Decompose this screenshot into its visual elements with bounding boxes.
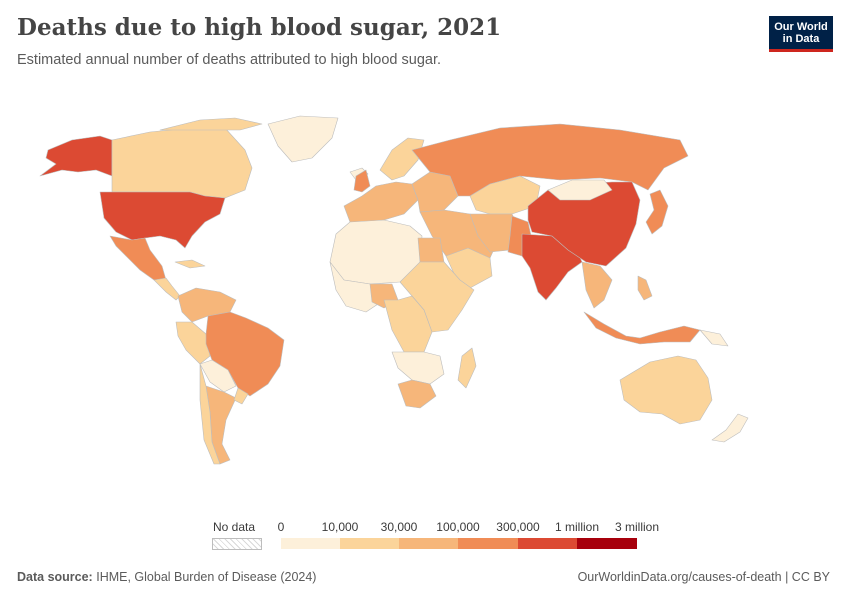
map-legend: No data 0 10,000 30,000 100,000 300,000 …: [210, 520, 670, 556]
logo-line-1: Our World: [774, 21, 828, 33]
legend-bin-0[interactable]: [281, 538, 340, 549]
region-east-africa[interactable]: [399, 261, 475, 333]
legend-tick-5: 1 million: [554, 520, 600, 534]
region-indonesia[interactable]: [583, 311, 701, 345]
region-united-kingdom[interactable]: [353, 169, 371, 193]
region-canada[interactable]: [111, 127, 253, 199]
region-alaska[interactable]: [39, 135, 113, 177]
region-png[interactable]: [699, 329, 729, 347]
legend-tick-2: 30,000: [380, 520, 418, 534]
legend-tick-1: 10,000: [321, 520, 359, 534]
region-caribbean[interactable]: [174, 259, 206, 269]
region-egypt[interactable]: [417, 237, 445, 263]
legend-tick-4: 300,000: [496, 520, 540, 534]
region-philippines[interactable]: [637, 275, 653, 301]
data-source-text: IHME, Global Burden of Disease (2024): [96, 570, 317, 584]
legend-bin-3[interactable]: [458, 538, 518, 549]
region-japan[interactable]: [645, 189, 669, 235]
owid-logo[interactable]: Our World in Data: [769, 16, 833, 52]
legend-tick-3: 100,000: [436, 520, 480, 534]
region-south-africa[interactable]: [397, 379, 437, 409]
region-russia[interactable]: [411, 123, 689, 197]
chart-subtitle: Estimated annual number of deaths attrib…: [17, 52, 442, 68]
region-central-america[interactable]: [153, 277, 181, 301]
legend-bin-1[interactable]: [340, 538, 399, 549]
region-peru[interactable]: [175, 321, 211, 365]
logo-line-2: in Data: [782, 33, 820, 45]
region-scandinavia[interactable]: [379, 137, 425, 181]
region-canada-islands[interactable]: [159, 117, 263, 131]
region-greenland[interactable]: [267, 115, 339, 163]
region-southern-africa[interactable]: [391, 351, 445, 385]
region-brazil[interactable]: [205, 311, 285, 397]
region-southeast-asia[interactable]: [581, 261, 613, 309]
region-chile[interactable]: [199, 363, 221, 465]
legend-no-data-swatch[interactable]: [212, 538, 262, 550]
region-central-africa[interactable]: [383, 295, 433, 353]
world-map[interactable]: [0, 100, 850, 515]
region-madagascar[interactable]: [457, 347, 477, 389]
chart-title: Deaths due to high blood sugar, 2021: [17, 14, 502, 41]
region-mongolia[interactable]: [547, 179, 613, 201]
region-mexico[interactable]: [109, 235, 167, 281]
data-source-label: Data source:: [17, 570, 93, 584]
legend-bin-2[interactable]: [399, 538, 458, 549]
region-new-zealand[interactable]: [711, 413, 749, 443]
legend-tick-6: 3 million: [614, 520, 660, 534]
region-uruguay[interactable]: [233, 387, 249, 405]
legend-tick-0: 0: [277, 520, 285, 534]
legend-bin-5[interactable]: [577, 538, 637, 549]
source-link[interactable]: OurWorldinData.org/causes-of-death | CC …: [577, 570, 830, 584]
data-source: Data source: IHME, Global Burden of Dise…: [17, 570, 316, 584]
region-australia[interactable]: [619, 355, 713, 425]
region-united-states[interactable]: [99, 191, 226, 249]
legend-bin-4[interactable]: [518, 538, 577, 549]
region-west-africa[interactable]: [329, 261, 385, 313]
region-bolivia-paraguay[interactable]: [199, 359, 237, 393]
legend-no-data-label: No data: [213, 520, 256, 534]
